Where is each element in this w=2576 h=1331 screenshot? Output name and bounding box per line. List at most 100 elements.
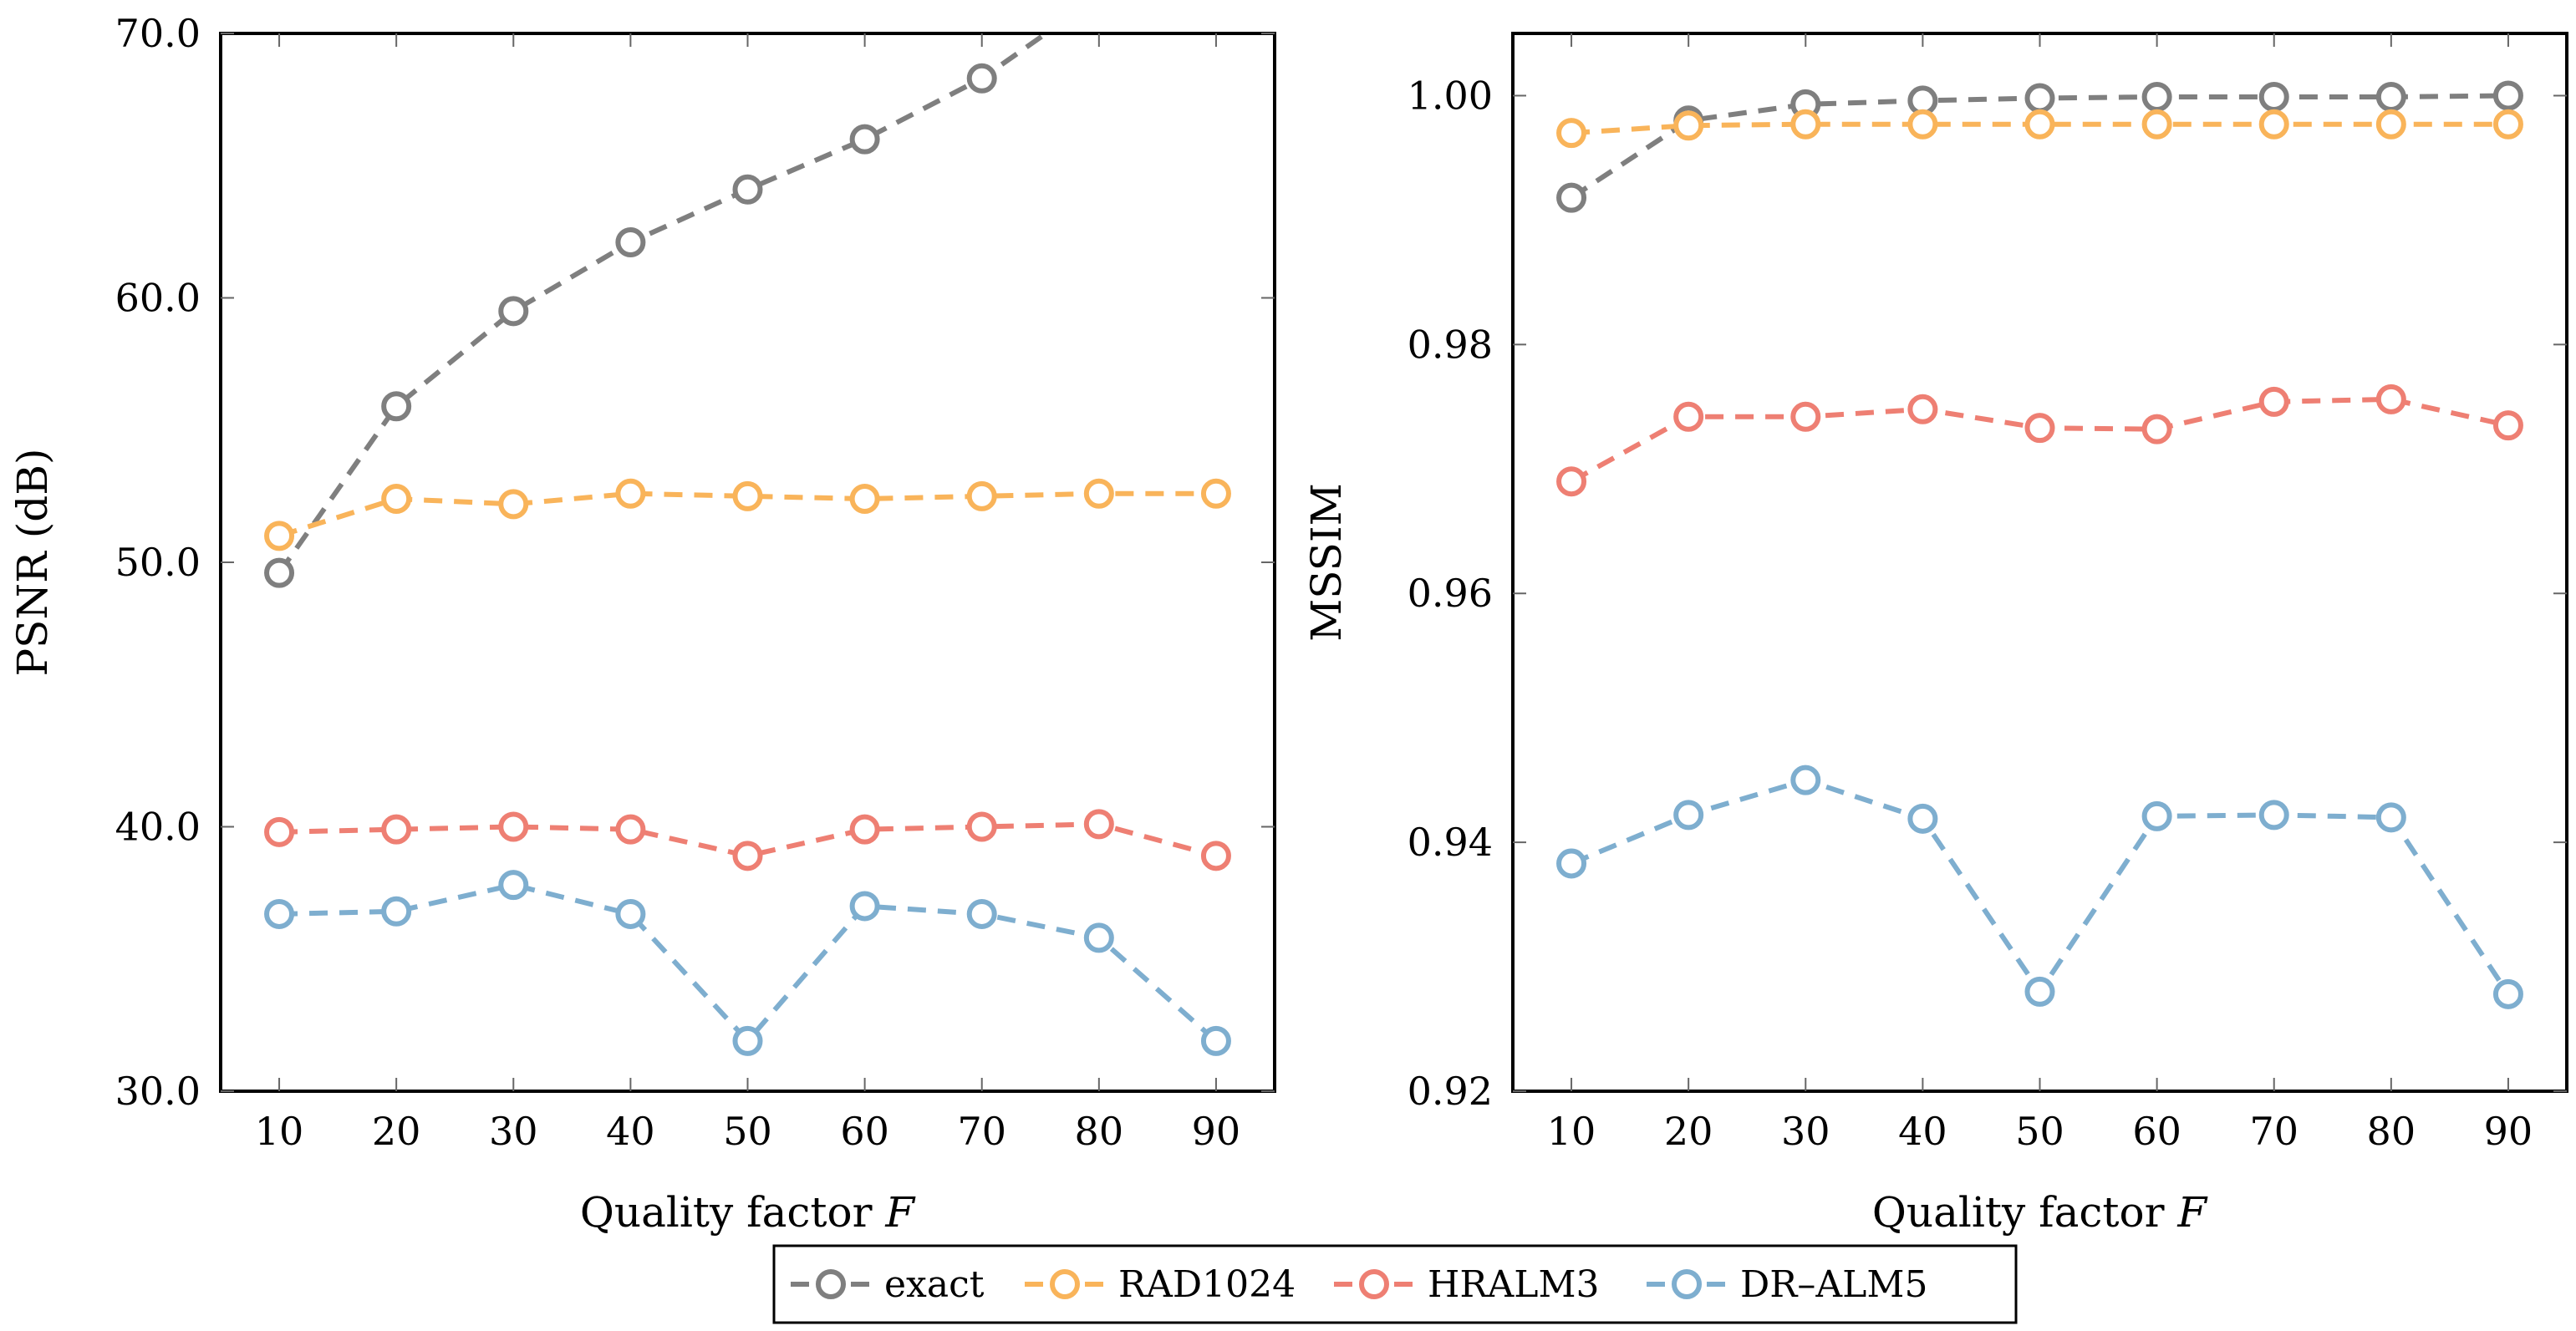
mssim-point-rad1024 xyxy=(1790,109,1821,140)
psnr-point-hralm3 xyxy=(849,814,880,845)
mssim-point-rad1024 xyxy=(2141,109,2172,140)
psnr-point-dr-alm5 xyxy=(732,1025,763,1056)
mssim-x-axis-label: Quality factor F xyxy=(1872,1188,2209,1237)
psnr-series-line-hralm3 xyxy=(278,821,1217,859)
mssim-x-tick-label: 40 xyxy=(1898,1109,1947,1154)
psnr-point-exact xyxy=(381,391,412,422)
psnr-point-exact xyxy=(498,296,529,327)
psnr-series-line-rad1024 xyxy=(278,490,1216,539)
mssim-x-tick-label: 90 xyxy=(2484,1109,2533,1154)
psnr-point-exact xyxy=(966,63,997,94)
psnr-chart: 10 20 30 40 50 60 70 80 90 30.0 40.0 50.0 60.0 70.0 Q… xyxy=(8,0,1276,1237)
mssim-point-dr-alm5 xyxy=(2024,976,2055,1007)
legend-marker-exact xyxy=(816,1269,846,1299)
mssim-point-hralm3 xyxy=(1907,394,1938,424)
legend-label-dr-alm5: DR–ALM5 xyxy=(1740,1263,1927,1306)
psnr-series-line-dr-alm5 xyxy=(278,882,1218,1044)
mssim-point-hralm3 xyxy=(1556,466,1587,497)
mssim-y-axis-label: MSSIM xyxy=(1302,483,1351,642)
psnr-y-tick-label: 30.0 xyxy=(115,1069,201,1114)
psnr-point-exact xyxy=(849,124,880,155)
psnr-point-rad1024 xyxy=(966,480,997,511)
mssim-point-rad1024 xyxy=(2492,109,2523,140)
psnr-x-tick-label: 10 xyxy=(255,1109,304,1154)
mssim-point-hralm3 xyxy=(2492,410,2523,441)
mssim-point-hralm3 xyxy=(1673,401,1704,432)
legend-marker-dr-alm5 xyxy=(1672,1269,1702,1299)
mssim-series-line-dr-alm5 xyxy=(1570,777,2511,996)
psnr-ticks: 10 20 30 40 50 60 70 80 90 30.0 40.0 50.0 60.0 70.0 xyxy=(115,11,1275,1154)
psnr-point-dr-alm5 xyxy=(615,898,646,929)
mssim-point-rad1024 xyxy=(2024,109,2055,140)
mssim-point-exact xyxy=(2024,83,2055,114)
mssim-point-dr-alm5 xyxy=(2258,800,2289,831)
mssim-point-rad1024 xyxy=(1673,110,1704,141)
mssim-point-hralm3 xyxy=(2375,384,2406,414)
psnr-x-tick-label: 90 xyxy=(1192,1109,1241,1154)
mssim-series-group xyxy=(1556,80,2523,1009)
legend: exact RAD1024 HRALM3 DR–ALM5 xyxy=(772,1244,2018,1324)
psnr-point-rad1024 xyxy=(1083,478,1114,509)
psnr-point-dr-alm5 xyxy=(381,896,412,927)
psnr-x-tick-label: 60 xyxy=(840,1109,889,1154)
legend-marker-hralm3 xyxy=(1359,1269,1389,1299)
psnr-point-rad1024 xyxy=(264,521,295,551)
psnr-point-dr-alm5 xyxy=(498,870,529,901)
mssim-point-dr-alm5 xyxy=(2141,800,2172,831)
legend-label-rad1024: RAD1024 xyxy=(1118,1263,1296,1306)
psnr-point-dr-alm5 xyxy=(849,891,880,922)
psnr-x-tick-label: 50 xyxy=(723,1109,772,1154)
psnr-series-group xyxy=(264,0,1231,1056)
mssim-y-tick-label: 0.92 xyxy=(1408,1069,1493,1114)
mssim-point-dr-alm5 xyxy=(1556,848,1587,879)
psnr-x-tick-label: 40 xyxy=(606,1109,655,1154)
mssim-point-rad1024 xyxy=(2375,109,2406,140)
psnr-point-exact xyxy=(615,227,646,258)
psnr-point-exact xyxy=(1087,0,1112,9)
psnr-point-hralm3 xyxy=(732,841,763,871)
mssim-point-dr-alm5 xyxy=(1673,800,1704,831)
psnr-point-hralm3 xyxy=(1083,809,1114,840)
psnr-point-exact xyxy=(732,174,763,205)
mssim-point-rad1024 xyxy=(1556,118,1587,149)
mssim-ticks: 10 20 30 40 50 60 70 80 90 0.92 0.94 0.96 0.98 1.00 xyxy=(1408,33,2567,1154)
mssim-point-hralm3 xyxy=(2024,413,2055,444)
psnr-y-tick-label: 40.0 xyxy=(115,805,201,850)
legend-label-hralm3: HRALM3 xyxy=(1428,1263,1600,1306)
mssim-x-tick-label: 70 xyxy=(2249,1109,2299,1154)
psnr-point-exact xyxy=(264,557,295,588)
mssim-point-dr-alm5 xyxy=(2375,802,2406,833)
mssim-point-dr-alm5 xyxy=(1907,803,1938,834)
mssim-y-tick-label: 1.00 xyxy=(1408,73,1493,118)
mssim-point-exact xyxy=(2141,81,2172,112)
psnr-point-hralm3 xyxy=(1200,841,1231,871)
mssim-point-dr-alm5 xyxy=(2492,978,2523,1009)
psnr-point-dr-alm5 xyxy=(264,898,295,929)
psnr-point-rad1024 xyxy=(732,480,763,511)
mssim-x-tick-label: 20 xyxy=(1664,1109,1713,1154)
psnr-y-tick-label: 70.0 xyxy=(115,11,201,56)
mssim-point-exact xyxy=(2258,81,2289,112)
mssim-point-rad1024 xyxy=(2258,109,2289,140)
mssim-x-tick-label: 30 xyxy=(1781,1109,1830,1154)
mssim-point-hralm3 xyxy=(2258,386,2289,417)
mssim-point-hralm3 xyxy=(1790,401,1821,432)
psnr-x-tick-label: 80 xyxy=(1075,1109,1124,1154)
mssim-x-tick-label: 80 xyxy=(2367,1109,2416,1154)
psnr-y-tick-label: 50.0 xyxy=(115,540,201,585)
legend-label-exact: exact xyxy=(884,1263,985,1306)
psnr-y-axis-label: PSNR (dB) xyxy=(8,449,57,677)
psnr-x-tick-label: 70 xyxy=(957,1109,1006,1154)
psnr-point-hralm3 xyxy=(615,814,646,845)
psnr-point-rad1024 xyxy=(1200,478,1231,509)
psnr-x-tick-label: 30 xyxy=(489,1109,538,1154)
mssim-point-dr-alm5 xyxy=(1790,765,1821,795)
mssim-point-exact xyxy=(2375,81,2406,112)
mssim-chart: 10 20 30 40 50 60 70 80 90 0.92 0.94 0.96 0.98 1.00 Q… xyxy=(1302,32,2568,1237)
psnr-x-tick-label: 20 xyxy=(372,1109,421,1154)
mssim-y-tick-label: 0.94 xyxy=(1408,820,1493,865)
psnr-point-hralm3 xyxy=(966,811,997,842)
psnr-x-axis-label: Quality factor F xyxy=(580,1188,917,1237)
psnr-point-rad1024 xyxy=(498,489,529,520)
